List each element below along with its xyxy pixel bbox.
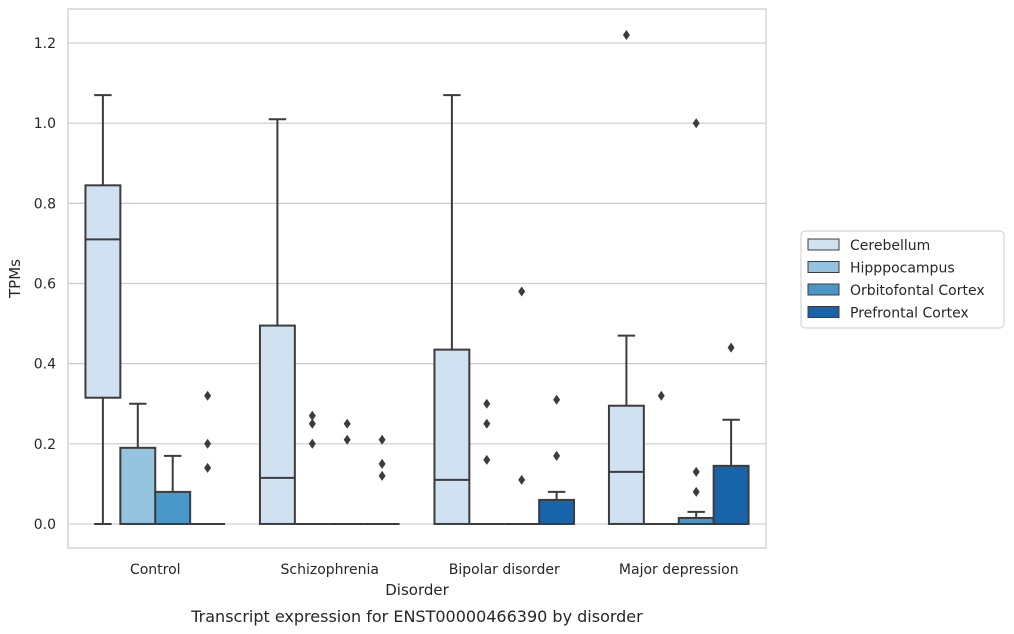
outlier-marker [343, 418, 351, 429]
y-tick-label: 0.2 [34, 437, 56, 453]
box-body [433, 348, 471, 525]
legend-frame [800, 230, 1005, 329]
outlier-marker [553, 394, 561, 405]
outlier-marker [204, 390, 212, 401]
outlier-marker [657, 390, 665, 401]
x-tick-labels: Control Schizophrenia Bipolar disorder Majo… [130, 562, 739, 578]
box-body [154, 490, 192, 525]
outlier-marker [343, 434, 351, 445]
y-tick-label: 0.8 [34, 196, 56, 212]
outlier-points [204, 30, 735, 497]
outlier-marker [518, 286, 526, 297]
outlier-marker [483, 418, 491, 429]
legend-label: Orbitofontal Cortex [850, 283, 985, 299]
outlier-marker [483, 398, 491, 409]
y-tick-label: 1.0 [34, 116, 56, 132]
legend-swatch [807, 261, 840, 273]
box-prefrontal-cortex [538, 490, 576, 525]
x-tick-label: Bipolar disorder [449, 562, 560, 578]
y-tick-label: 0.6 [34, 277, 56, 293]
box-body [84, 184, 122, 399]
legend-swatch [807, 283, 840, 296]
box-cerebellum [258, 118, 296, 525]
y-tick-label: 0.4 [34, 357, 56, 373]
box-orbitofontal-cortex [154, 454, 192, 525]
outlier-marker [553, 450, 561, 461]
legend-label: Hipppocampus [850, 261, 955, 277]
outlier-marker [518, 474, 526, 485]
box-plots [84, 94, 750, 525]
outlier-marker [692, 118, 700, 129]
legend-label: Cerebellum [850, 238, 930, 254]
outlier-marker [308, 438, 316, 449]
box-hipppocampus [119, 402, 157, 525]
legend-swatch [807, 306, 840, 318]
outlier-marker [622, 30, 630, 41]
box-body [607, 404, 645, 525]
legend-swatch [807, 238, 840, 251]
box-orbitofontal-cortex [677, 510, 715, 525]
outlier-marker [483, 454, 491, 465]
x-tick-label: Control [130, 562, 181, 578]
x-tick-label: Schizophrenia [281, 562, 379, 578]
box-body [119, 446, 157, 525]
grid-lines [68, 42, 766, 525]
box-body [258, 324, 296, 525]
legend-label: Prefrontal Cortex [850, 306, 969, 322]
x-axis-title: Disorder [385, 581, 449, 599]
box-cerebellum [607, 334, 645, 525]
legend: Cerebellum Hipppocampus Orbitofontal Corte… [800, 230, 1005, 329]
box-body [538, 498, 576, 525]
y-axis-title: TPMs [6, 259, 24, 299]
y-tick-label: 0.0 [34, 517, 56, 533]
box-body [712, 464, 750, 525]
outlier-marker [378, 470, 386, 481]
box-prefrontal-cortex [712, 418, 750, 525]
outlier-marker [692, 486, 700, 497]
outlier-marker [727, 342, 735, 353]
outlier-marker [378, 458, 386, 469]
outlier-marker [692, 466, 700, 477]
outlier-marker [204, 438, 212, 449]
chart-caption: Transcript expression for ENST0000046639… [190, 607, 643, 626]
y-tick-label: 1.2 [34, 36, 56, 52]
box-cerebellum [433, 94, 471, 525]
outlier-marker [308, 418, 316, 429]
plot-frame [67, 8, 767, 549]
x-tick-label: Major depression [619, 562, 739, 578]
outlier-marker [308, 410, 316, 421]
outlier-marker [378, 434, 386, 445]
box-cerebellum [84, 94, 122, 525]
y-tick-labels: 0.0 0.2 0.4 0.6 0.8 1.0 1.2 [34, 36, 56, 533]
outlier-marker [204, 462, 212, 473]
